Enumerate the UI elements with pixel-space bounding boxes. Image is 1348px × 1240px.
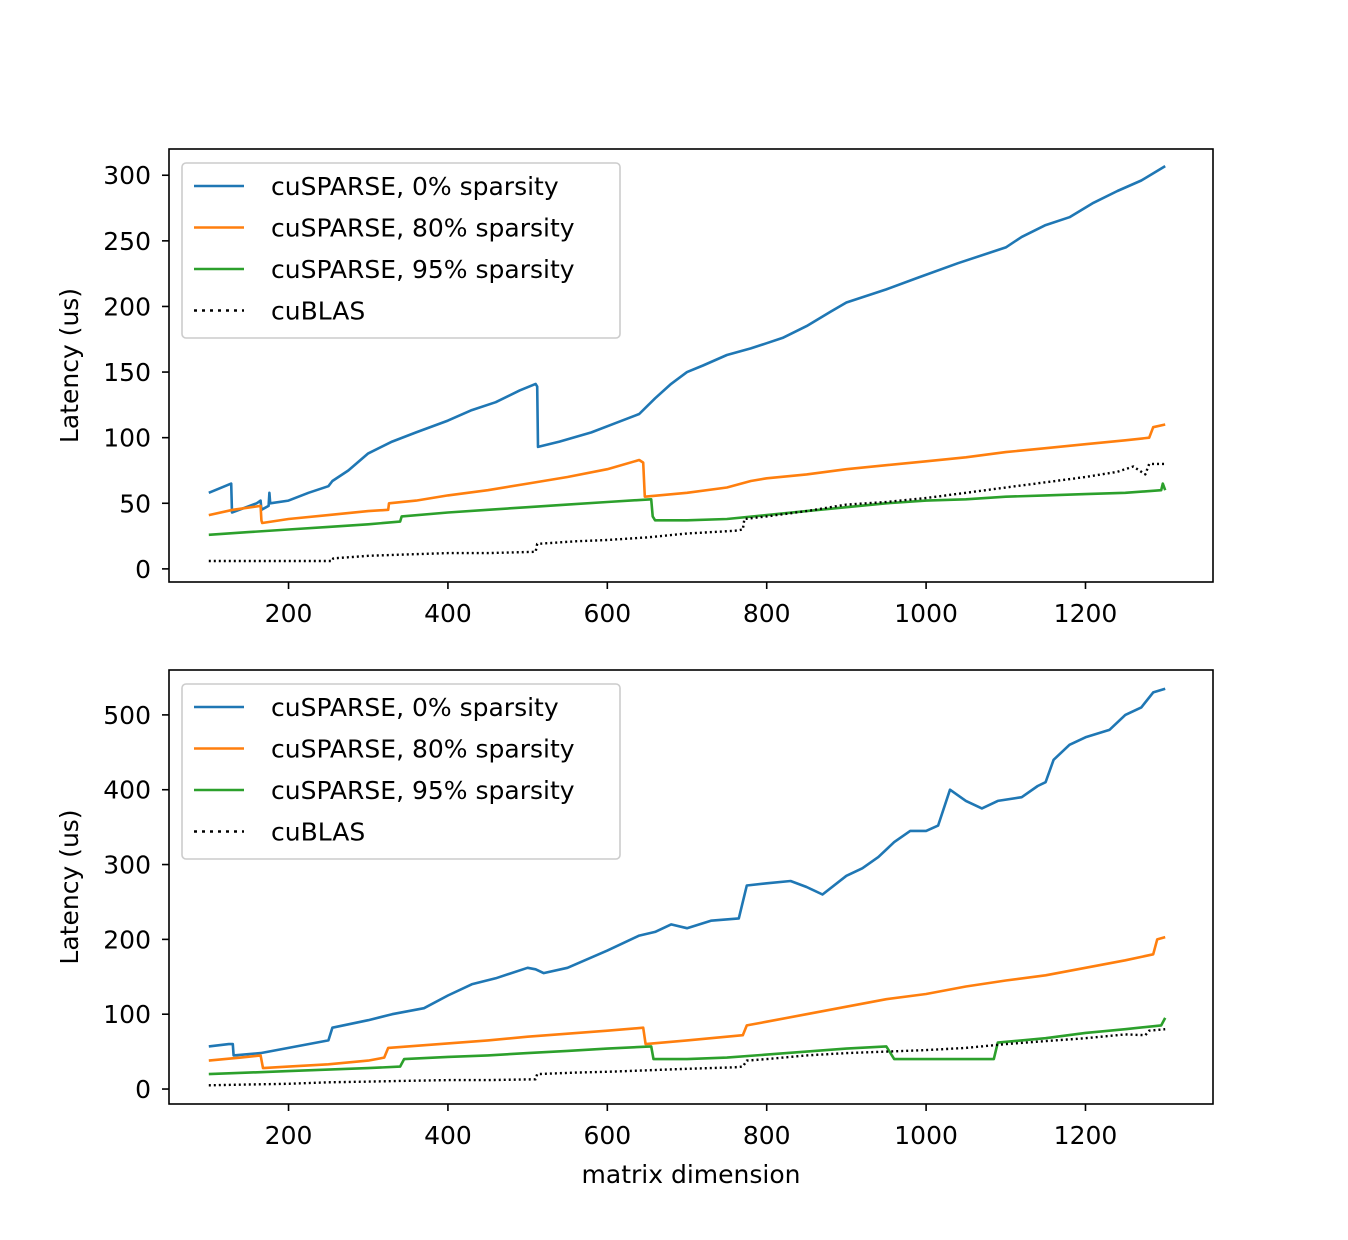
chart1-y-tick-label-200: 200 [103, 292, 151, 321]
chart1-legend-frame [181, 162, 621, 339]
chart1-y-tick-label-100: 100 [103, 424, 151, 453]
chart2-legend-label-series-cublas: cuBLAS [271, 818, 365, 847]
chart1-legend-label-series-80pct: cuSPARSE, 80% sparsity [271, 214, 575, 243]
chart1-legend-label-series-95pct: cuSPARSE, 95% sparsity [271, 255, 575, 284]
chart1-legend-label-series-0pct: cuSPARSE, 0% sparsity [271, 172, 559, 201]
chart1-axes-frame [168, 148, 1214, 583]
chart1-series-cublas-line [208, 462, 1166, 563]
chart2-x-tick-label-200: 200 [265, 1121, 313, 1150]
chart1-y-tick-label-250: 250 [103, 227, 151, 256]
chart2-x-tick-label-800: 800 [743, 1121, 791, 1150]
chart2-y-tick-label-0: 0 [135, 1075, 151, 1104]
chart2-y-tick-label-200: 200 [103, 925, 151, 954]
chart2-y-tick-label-400: 400 [103, 776, 151, 805]
chart2-legend-frame [181, 683, 621, 860]
chart2-legend-label-series-0pct: cuSPARSE, 0% sparsity [271, 693, 559, 722]
chart2-series-0pct-line [208, 687, 1166, 1057]
chart2-series-95pct-line [208, 1017, 1167, 1076]
chart1-x-tick-label-600: 600 [583, 599, 631, 628]
chart1-x-tick-label-800: 800 [743, 599, 791, 628]
chart2-y-tick-label-300: 300 [103, 851, 151, 880]
chart1-legend: cuSPARSE, 0% sparsity cuSPARSE, 80% spars… [181, 162, 621, 339]
chart2-x-tick-label-400: 400 [424, 1121, 472, 1150]
chart1-x-tick-label-1200: 1200 [1054, 599, 1118, 628]
chart2-series-80pct-line [208, 935, 1166, 1070]
chart2-y-axis-label: Latency (us) [55, 809, 84, 964]
chart1: 200 400 600 800 1000 1200 0 50 100 150 200 250 300 La… [55, 148, 1214, 628]
chart2-axes-frame [168, 669, 1214, 1105]
chart1-y-tick-label-0: 0 [135, 555, 151, 584]
chart1-x-tick-label-200: 200 [265, 599, 313, 628]
chart2: 200 400 600 800 1000 1200 0 100 200 300 400 500 Late… [55, 669, 1214, 1189]
chart2-y-tick-label-500: 500 [103, 701, 151, 730]
chart1-series-0pct-line [208, 164, 1166, 514]
chart1-y-axis-label: Latency (us) [55, 288, 84, 443]
chart1-series-80pct-line [208, 423, 1166, 525]
chart2-x-tick-label-600: 600 [583, 1121, 631, 1150]
chart2-series-cublas-line [208, 1028, 1166, 1087]
chart2-legend-label-series-95pct: cuSPARSE, 95% sparsity [271, 776, 575, 805]
chart1-series-95pct-line [208, 482, 1167, 537]
chart2-x-tick-label-1000: 1000 [894, 1121, 958, 1150]
chart2-x-axis-label: matrix dimension [582, 1160, 801, 1189]
chart1-x-tick-label-400: 400 [424, 599, 472, 628]
chart2-legend: cuSPARSE, 0% sparsity cuSPARSE, 80% spars… [181, 683, 621, 860]
chart1-legend-label-series-cublas: cuBLAS [271, 297, 365, 326]
chart2-x-tick-label-1200: 1200 [1054, 1121, 1118, 1150]
chart1-y-tick-label-50: 50 [119, 489, 151, 518]
chart2-y-tick-label-100: 100 [103, 1000, 151, 1029]
chart1-x-tick-label-1000: 1000 [894, 599, 958, 628]
chart1-y-tick-label-150: 150 [103, 358, 151, 387]
chart2-legend-label-series-80pct: cuSPARSE, 80% sparsity [271, 735, 575, 764]
chart1-y-tick-label-300: 300 [103, 161, 151, 190]
